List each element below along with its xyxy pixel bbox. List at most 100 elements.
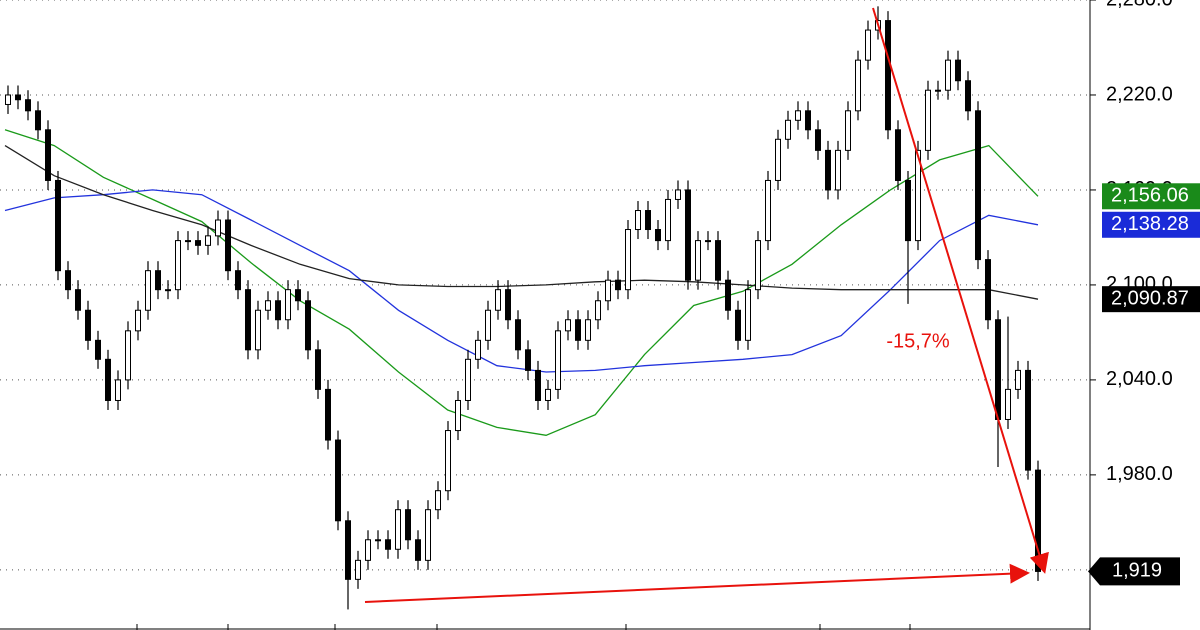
moving-average-line <box>4 129 1039 436</box>
candle-body <box>495 289 501 311</box>
candle-body <box>175 240 181 291</box>
candle-body <box>455 399 461 432</box>
candle-body <box>715 240 721 281</box>
candle-body <box>925 89 931 151</box>
candle-body <box>565 319 571 332</box>
candle-body <box>675 189 681 200</box>
candle-body <box>225 219 231 272</box>
last-value-box <box>1102 286 1200 313</box>
candle-body <box>785 119 791 140</box>
candle-body <box>1005 388 1011 420</box>
candle-body <box>575 319 581 341</box>
candle-body <box>25 99 31 112</box>
candle-body <box>485 309 491 341</box>
candle-body <box>245 289 251 351</box>
candle-body <box>685 189 691 281</box>
candle-body <box>345 520 351 580</box>
candle-body <box>665 198 671 242</box>
candle-body <box>775 138 781 181</box>
candle-body <box>795 110 801 121</box>
candle-body <box>265 300 271 311</box>
candle-body <box>735 309 741 341</box>
candle-body <box>555 330 561 390</box>
candle-body <box>865 29 871 61</box>
candle-body <box>415 539 421 561</box>
candle-body <box>695 240 701 281</box>
candle-body <box>105 358 111 401</box>
candle-body <box>705 240 711 243</box>
candle-body <box>615 279 621 291</box>
candle-body <box>145 270 151 311</box>
candle-body <box>945 59 951 91</box>
candle-body <box>15 94 21 101</box>
candle-body <box>725 279 731 311</box>
last-price-box <box>1088 557 1180 586</box>
candle-body <box>905 179 911 242</box>
candle-body <box>655 229 661 242</box>
candle-body <box>835 149 841 191</box>
candle-body <box>475 339 481 360</box>
candle-body <box>505 289 511 321</box>
candle-body <box>915 149 921 242</box>
candle-body <box>595 300 601 321</box>
candle-body <box>135 309 141 332</box>
candle-body <box>635 210 641 231</box>
candle-body <box>1015 369 1021 390</box>
candle-body <box>845 110 851 151</box>
candle-body <box>515 319 521 351</box>
candle-body <box>125 330 131 381</box>
candle-body <box>325 388 331 441</box>
candle-body <box>115 379 121 401</box>
candle-body <box>165 289 171 292</box>
candle-body <box>35 110 41 131</box>
candle-body <box>335 439 341 522</box>
candle-body <box>445 430 451 492</box>
x-ticks <box>136 624 911 630</box>
candle-body <box>45 129 51 181</box>
candle-body <box>365 539 371 561</box>
trend-arrow <box>872 7 1049 574</box>
candle-body <box>885 20 891 131</box>
value-labels: 1,920.01,980.02,040.02,100.02,160.02,220… <box>1088 0 1200 586</box>
candle-body <box>805 110 811 131</box>
candle-body <box>295 289 301 302</box>
moving-averages <box>4 129 1039 436</box>
moving-average-line <box>4 189 1039 373</box>
candle-body <box>95 339 101 360</box>
last-value-label: 2,138.28 <box>1111 213 1189 235</box>
candle-body <box>755 240 761 291</box>
y-tick-label: 2,220.0 <box>1106 83 1173 105</box>
last-value-box <box>1102 211 1200 238</box>
candle-body <box>425 509 431 561</box>
candle-body <box>385 539 391 550</box>
candle-body <box>995 319 1001 420</box>
candle-body <box>1025 369 1031 471</box>
candle-body <box>815 129 821 151</box>
candle-body <box>605 279 611 302</box>
moving-average-line <box>4 145 1039 300</box>
last-value-label: 2,156.06 <box>1111 185 1189 207</box>
candle-body <box>5 94 11 105</box>
candle-body <box>935 89 941 92</box>
candle-body <box>315 349 321 390</box>
candle-body <box>545 388 551 401</box>
candle-body <box>355 559 361 580</box>
y-tick-label: 1,980.0 <box>1106 463 1173 485</box>
candle-body <box>465 358 471 401</box>
candle-body <box>895 129 901 181</box>
candle-body <box>215 219 221 237</box>
annotation: -15,7% <box>886 330 950 352</box>
candle-body <box>205 235 211 246</box>
candle-body <box>65 270 71 291</box>
candle-body <box>395 509 401 550</box>
candle-body <box>955 59 961 82</box>
candle-body <box>825 149 831 191</box>
candle-body <box>585 319 591 341</box>
last-price-label: 1,919 <box>1112 560 1162 582</box>
last-value-label: 2,090.87 <box>1111 287 1189 309</box>
candle-body <box>195 240 201 246</box>
candle-body <box>645 210 651 231</box>
candle-body <box>75 289 81 311</box>
candle-body <box>85 309 91 341</box>
